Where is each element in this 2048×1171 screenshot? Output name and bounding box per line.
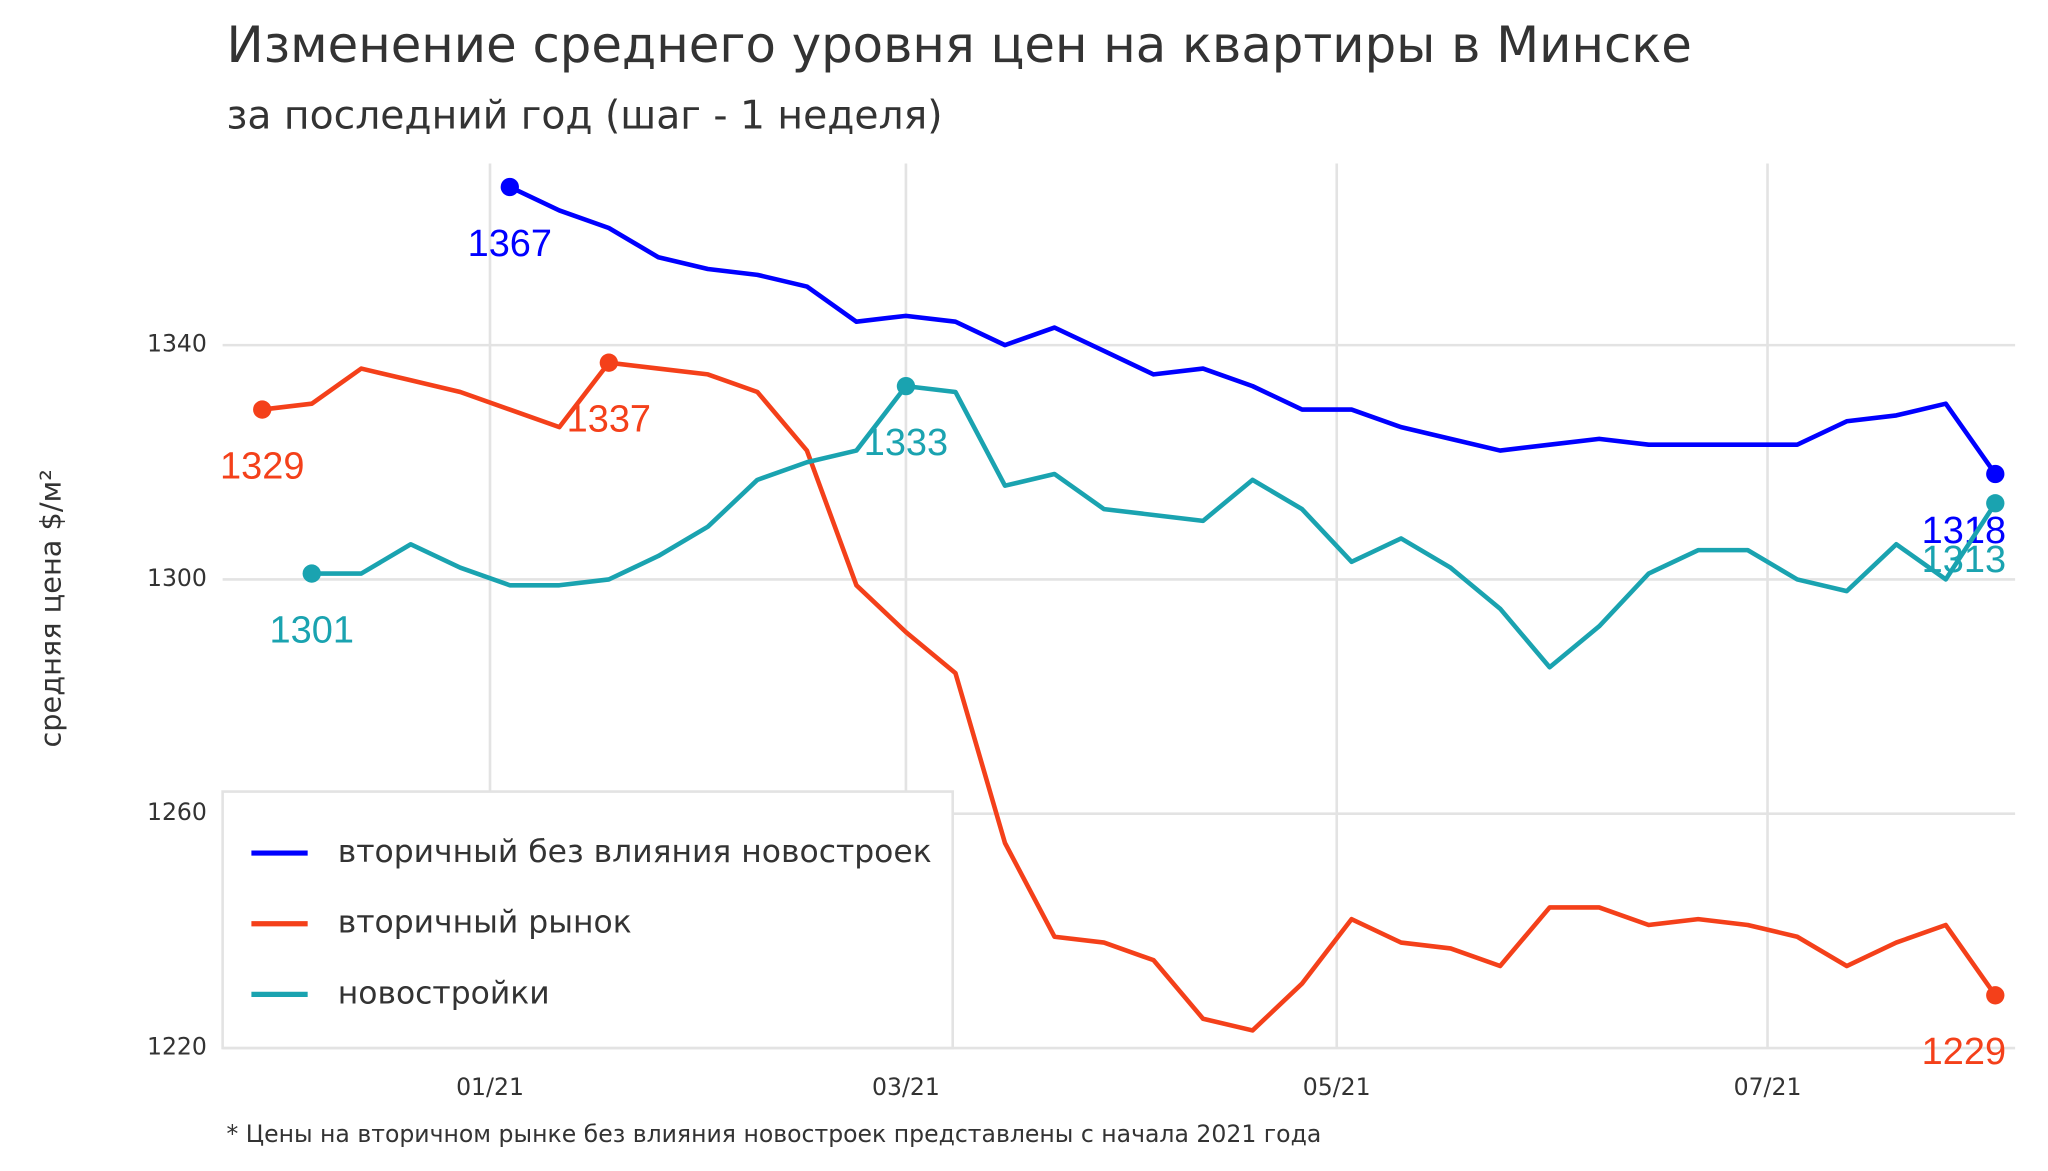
point-marker [500, 177, 519, 197]
x-tick-label: 07/21 [1734, 1073, 1802, 1101]
legend-label: вторичный без влияния новостроек [338, 834, 932, 870]
y-axis-label: средняя цена $/м² [34, 469, 68, 747]
legend-box [221, 790, 955, 1050]
x-tick-label: 05/21 [1303, 1073, 1371, 1101]
point-marker [1986, 494, 2005, 513]
chart-title: Изменение среднего уровня цен на квартир… [227, 16, 1692, 74]
x-tick-label: 03/21 [872, 1073, 940, 1101]
series-line [311, 383, 1998, 670]
data-label: 1333 [864, 422, 948, 464]
series-line [508, 184, 1998, 476]
point-marker [599, 353, 619, 372]
legend-label: вторичный рынок [338, 905, 632, 941]
chart-subtitle: за последний год (шаг - 1 неделя) [227, 93, 943, 138]
y-tick-label: 1260 [147, 798, 207, 826]
series-line [261, 360, 1998, 1033]
point-marker [302, 564, 321, 583]
footnote: * Цены на вторичном рынке без влияния но… [227, 1120, 1322, 1148]
data-label: 1313 [1922, 539, 2006, 581]
y-tick-label: 1340 [147, 330, 207, 358]
y-tick-label: 1300 [147, 564, 207, 592]
data-label: 1337 [567, 399, 651, 441]
point-marker [1986, 986, 2005, 1005]
y-tick-label: 1220 [147, 1033, 207, 1061]
data-label: 1301 [270, 609, 354, 651]
data-label: 1329 [220, 445, 304, 487]
data-label: 1229 [1922, 1031, 2006, 1073]
data-label: 1367 [468, 223, 552, 265]
point-marker [1986, 464, 2005, 484]
point-marker [896, 376, 916, 396]
x-tick-label: 01/21 [456, 1073, 524, 1101]
point-marker [253, 400, 272, 419]
legend-label: новостройки [338, 975, 550, 1011]
data-label: 1318 [1922, 510, 2006, 552]
